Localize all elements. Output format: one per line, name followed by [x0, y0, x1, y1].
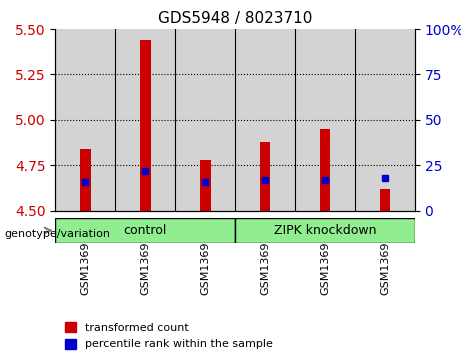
Text: ZIPK knockdown: ZIPK knockdown	[274, 224, 376, 237]
Bar	[295, 29, 355, 211]
Legend: transformed count, percentile rank within the sample: transformed count, percentile rank withi…	[61, 318, 278, 354]
FancyBboxPatch shape	[235, 218, 415, 243]
Bar	[175, 29, 235, 211]
Title: GDS5948 / 8023710: GDS5948 / 8023710	[158, 12, 312, 26]
Text: control: control	[124, 224, 167, 237]
Bar	[140, 40, 151, 211]
Bar	[355, 29, 415, 211]
Bar	[80, 149, 91, 211]
Bar	[260, 142, 271, 211]
Bar	[319, 129, 331, 211]
Bar	[235, 29, 295, 211]
Bar	[55, 29, 115, 211]
Bar	[379, 189, 390, 211]
Bar	[115, 29, 175, 211]
FancyBboxPatch shape	[55, 218, 235, 243]
Text: genotype/variation: genotype/variation	[5, 229, 111, 239]
Bar	[200, 160, 211, 211]
